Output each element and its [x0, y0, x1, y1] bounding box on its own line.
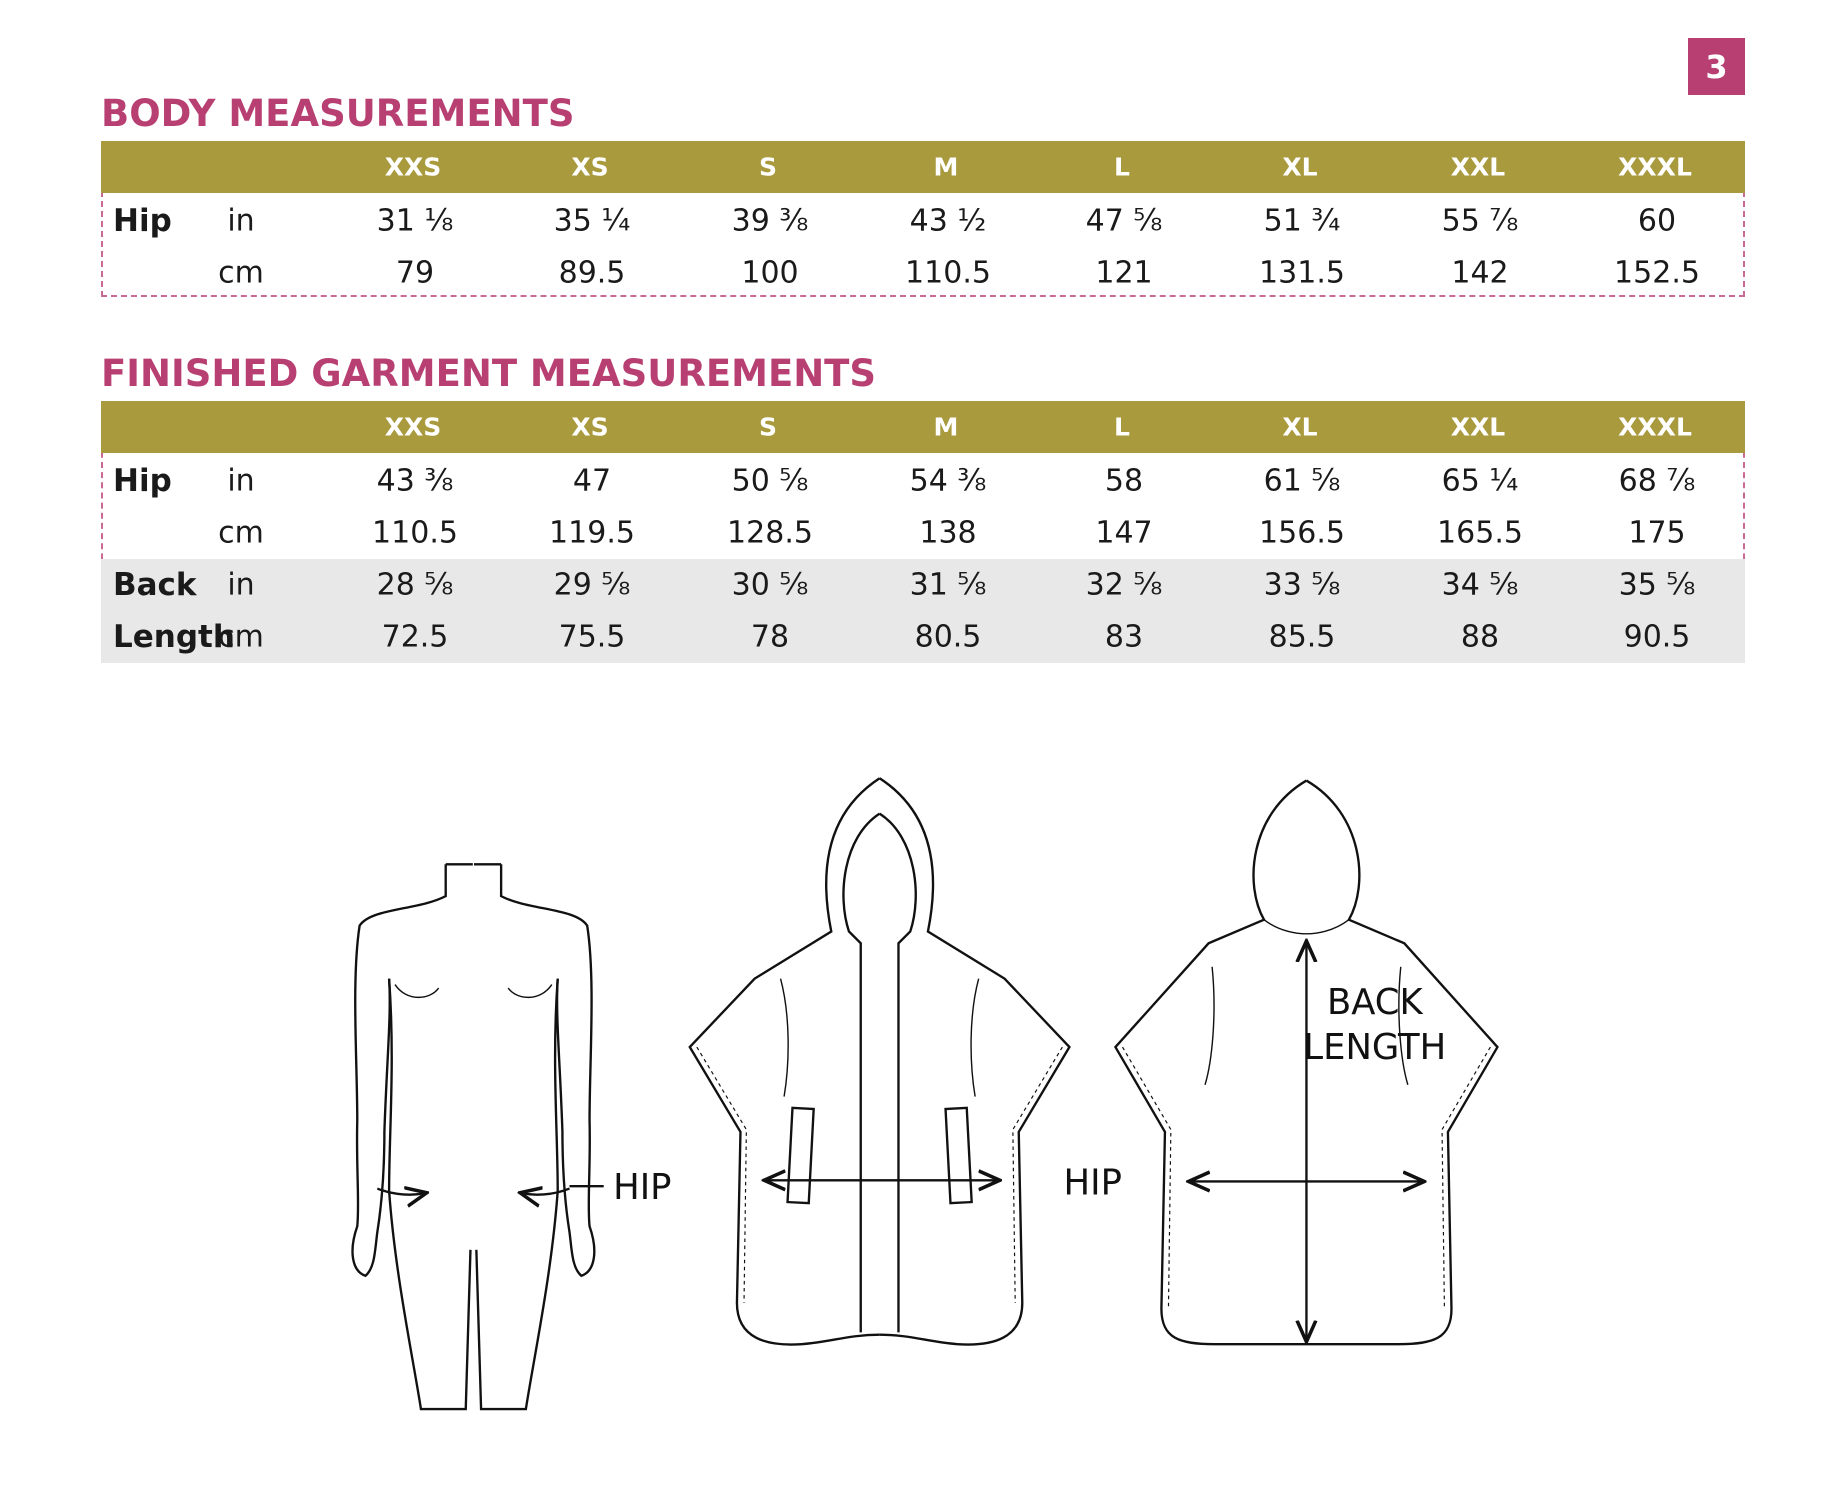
- measurement: 138: [919, 515, 977, 551]
- measurement: 65 ¼: [1441, 463, 1519, 499]
- measurement: 30 ⅝: [731, 567, 809, 603]
- row-label: Back: [113, 567, 197, 603]
- measurement: 55 ⅞: [1441, 203, 1519, 239]
- measurement: 78: [750, 619, 790, 655]
- measurement: 165.5: [1437, 515, 1523, 551]
- unit-label: in: [227, 463, 255, 499]
- measurement: 85.5: [1268, 619, 1336, 655]
- measurement: 31 ⅝: [909, 567, 987, 603]
- size-header: XS: [571, 152, 609, 182]
- size-header: XXL: [1450, 152, 1506, 182]
- size-header: XXXL: [1618, 412, 1692, 442]
- measurement: 68 ⅞: [1618, 463, 1696, 499]
- measurement: 75.5: [558, 619, 626, 655]
- measurement: 43 ⅜: [376, 463, 454, 499]
- diagram-label: HIP: [613, 1167, 671, 1208]
- measurement: 31 ⅛: [376, 203, 454, 239]
- row-label: Hip: [113, 463, 172, 499]
- garment-back: [1113, 779, 1499, 1346]
- measurement: 58: [1104, 463, 1144, 499]
- diagram-label: LENGTH: [1303, 1027, 1446, 1068]
- measurement: 35 ¼: [553, 203, 631, 239]
- measurement: 29 ⅝: [553, 567, 631, 603]
- measurement: 33 ⅝: [1263, 567, 1341, 603]
- size-header: XXXL: [1618, 152, 1692, 182]
- measurement: 35 ⅝: [1618, 567, 1696, 603]
- measurement: 80.5: [914, 619, 982, 655]
- size-table: XXS XS S M L XL XXL XXXL Hip in 43 ⅜ 47 50 ⅝ 54 ⅜ 58 61…: [101, 401, 1745, 663]
- size-table: XXS XS S M L XL XXL XXXL Hip in 31 ⅛ 35 ¼ 39 ⅜ 43 ½ 47…: [101, 141, 1745, 297]
- size-header: M: [933, 412, 959, 442]
- size-header: XS: [571, 412, 609, 442]
- size-header: S: [758, 412, 778, 442]
- unit-label: in: [227, 567, 255, 603]
- measurement: 156.5: [1259, 515, 1345, 551]
- unit-label: cm: [218, 255, 264, 291]
- row-label: Length: [113, 619, 235, 655]
- size-header: XL: [1282, 412, 1318, 442]
- measurement: 152.5: [1614, 255, 1700, 291]
- unit-label: cm: [218, 619, 264, 655]
- measurement: 54 ⅜: [909, 463, 987, 499]
- size-header: XL: [1282, 152, 1318, 182]
- page-number: 3: [1688, 38, 1745, 95]
- measurement: 34 ⅝: [1441, 567, 1519, 603]
- size-header: XXL: [1450, 412, 1506, 442]
- measurement: 83: [1104, 619, 1144, 655]
- table-header: XXS XS S M L XL XXL XXXL: [101, 401, 1745, 453]
- measurement: 39 ⅜: [731, 203, 809, 239]
- measurement: 47: [572, 463, 612, 499]
- measurement: 128.5: [727, 515, 813, 551]
- measurement: 100: [741, 255, 799, 291]
- measurement: 89.5: [558, 255, 626, 291]
- unit-label: in: [227, 203, 255, 239]
- measurement: 147: [1095, 515, 1153, 551]
- measurement: 110.5: [372, 515, 458, 551]
- body-figure: [351, 863, 604, 1411]
- measurement: 28 ⅝: [376, 567, 454, 603]
- measurement: 51 ¾: [1263, 203, 1341, 239]
- measurement: 88: [1460, 619, 1500, 655]
- measurement: 142: [1451, 255, 1509, 291]
- size-header: L: [1114, 412, 1130, 442]
- row-label: Hip: [113, 203, 172, 239]
- measurement: 32 ⅝: [1085, 567, 1163, 603]
- measurement: 90.5: [1623, 619, 1691, 655]
- size-header: XXS: [384, 152, 442, 182]
- unit-label: cm: [218, 515, 264, 551]
- measurement: 43 ½: [909, 203, 987, 239]
- diagram-label: BACK: [1327, 982, 1424, 1023]
- measurement: 110.5: [905, 255, 991, 291]
- diagram-label: HIP: [1064, 1162, 1122, 1203]
- measurement: 61 ⅝: [1263, 463, 1341, 499]
- measurement: 72.5: [381, 619, 449, 655]
- section-title: BODY MEASUREMENTS: [101, 92, 575, 135]
- garment-front: [688, 777, 1071, 1346]
- size-header: S: [758, 152, 778, 182]
- measurement: 175: [1628, 515, 1686, 551]
- measurement: 121: [1095, 255, 1153, 291]
- measurement: 50 ⅝: [731, 463, 809, 499]
- row-shade: [101, 559, 1745, 663]
- section-title: FINISHED GARMENT MEASUREMENTS: [101, 352, 877, 395]
- size-header: XXS: [384, 412, 442, 442]
- measurement: 60: [1637, 203, 1677, 239]
- measurement: 131.5: [1259, 255, 1345, 291]
- size-header: L: [1114, 152, 1130, 182]
- size-header: M: [933, 152, 959, 182]
- measurement: 119.5: [549, 515, 635, 551]
- measurement: 79: [395, 255, 435, 291]
- measurement: 47 ⅝: [1085, 203, 1163, 239]
- table-header: XXS XS S M L XL XXL XXXL: [101, 141, 1745, 193]
